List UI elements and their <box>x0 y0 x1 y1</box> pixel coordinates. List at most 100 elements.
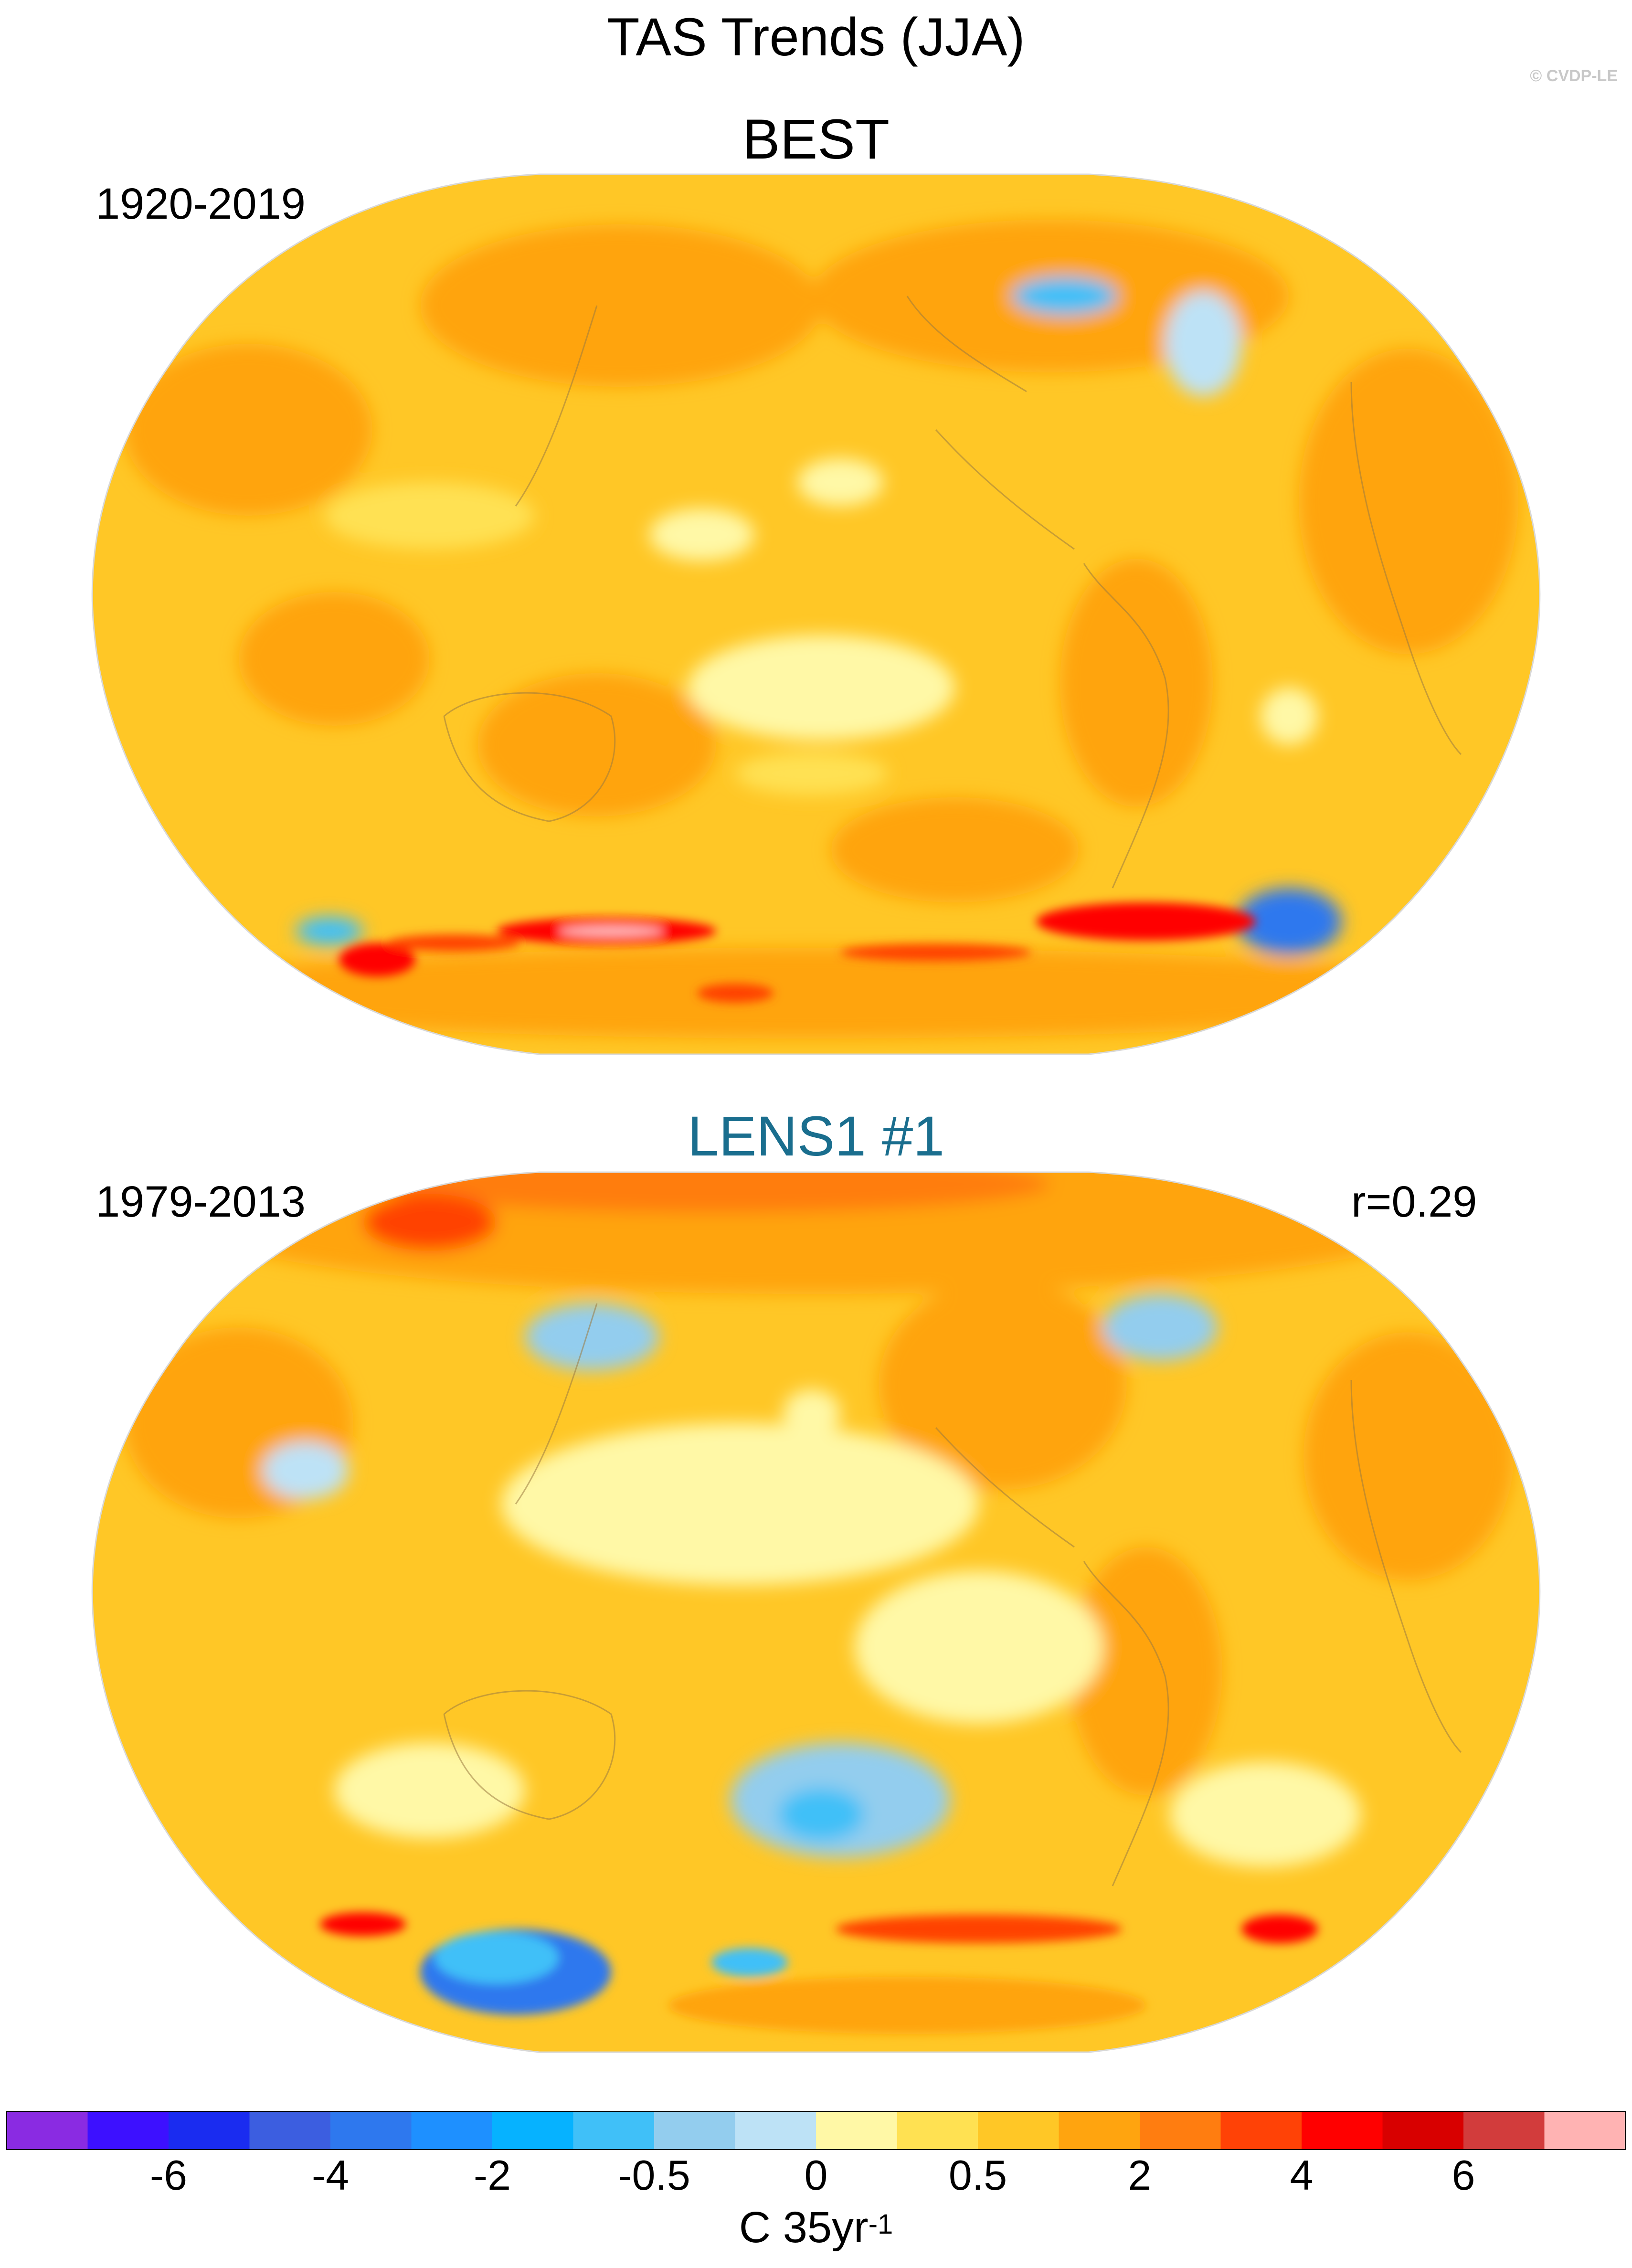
colorbar <box>6 2111 1626 2150</box>
colorbar-tick-label: 6 <box>1452 2151 1475 2199</box>
colorbar-unit: C 35yr-1 <box>0 2201 1632 2254</box>
colorbar-swatch <box>1382 2111 1464 2150</box>
field-patch <box>1036 902 1256 941</box>
field-patch <box>239 592 430 726</box>
map-lens <box>91 1171 1541 2053</box>
colorbar-tick-label: -2 <box>473 2151 511 2199</box>
field-patch <box>124 344 372 516</box>
field-patch <box>735 752 888 795</box>
field-patch <box>840 944 1031 961</box>
field-patch <box>831 797 1079 902</box>
colorbar-swatch <box>735 2111 816 2150</box>
coastline-central-america <box>935 429 1075 550</box>
field-patch <box>296 917 363 945</box>
colorbar-swatch <box>1220 2111 1302 2150</box>
field-patch <box>1103 1294 1218 1361</box>
field-patch <box>263 1442 349 1499</box>
field-patch <box>688 635 955 740</box>
field-patch <box>1170 1762 1361 1867</box>
map-lens-contours <box>124 1172 1514 1867</box>
coastline-east-asia <box>515 305 598 507</box>
coastline-south-america <box>1083 1561 1169 1886</box>
panel-title-lens: LENS1 #1 <box>688 1105 944 1168</box>
map-best-boundary <box>91 173 1541 1055</box>
field-patch <box>1165 291 1241 396</box>
field-patch <box>778 1788 864 1841</box>
panel-period-lens: 1979-2013 <box>95 1177 306 1226</box>
field-patch <box>1241 1915 1318 1943</box>
map-lens-southern-band <box>320 1912 1318 2034</box>
colorbar-swatch <box>1059 2111 1140 2150</box>
field-patch <box>1237 888 1342 955</box>
field-patch <box>711 1948 788 1977</box>
field-patch <box>1012 277 1117 315</box>
field-patch <box>559 925 664 937</box>
field-patch <box>1299 349 1518 654</box>
colorbar-swatch <box>897 2111 978 2150</box>
map-best <box>91 173 1541 1055</box>
field-patch <box>339 943 415 976</box>
colorbar-tick-label: 0.5 <box>948 2151 1007 2199</box>
figure-title: TAS Trends (JJA) <box>607 7 1025 67</box>
colorbar-swatch <box>87 2111 169 2150</box>
colorbar-tick-label: 4 <box>1290 2151 1314 2199</box>
colorbar-swatch <box>249 2111 331 2150</box>
field-patch <box>1261 688 1318 745</box>
field-patch <box>363 1194 497 1251</box>
colorbar-swatch <box>330 2111 412 2150</box>
field-patch <box>325 482 535 549</box>
colorbar-swatch <box>1544 2111 1626 2150</box>
field-patch <box>501 1423 979 1585</box>
colorbar-swatch <box>978 2111 1059 2150</box>
colorbar-swatch <box>411 2111 493 2150</box>
coastline-africa <box>1350 382 1462 755</box>
colorbar-frame <box>6 2111 1626 2150</box>
colorbar-tick-label: -4 <box>311 2151 350 2199</box>
field-patch <box>387 934 520 952</box>
credit-watermark: © CVDP-LE <box>1530 67 1618 85</box>
field-patch <box>697 984 774 1003</box>
field-patch <box>879 1280 1127 1490</box>
field-patch <box>1070 1547 1222 1795</box>
coastline-east-asia <box>515 1303 598 1505</box>
field-patch <box>434 1931 559 1984</box>
field-patch <box>649 509 754 561</box>
panel-title-best: BEST <box>742 108 890 171</box>
colorbar-swatch <box>1140 2111 1221 2150</box>
coastline-australia <box>443 1690 616 1820</box>
colorbar-swatch <box>654 2111 735 2150</box>
field-patch <box>320 1912 406 1936</box>
field-patch <box>783 1389 840 1437</box>
coastline-south-america <box>1083 563 1169 889</box>
field-patch <box>1060 559 1213 807</box>
field-patch <box>668 1977 1146 2034</box>
colorbar-swatch <box>1463 2111 1545 2150</box>
coastline-north-america <box>906 296 1027 392</box>
field-patch <box>525 1304 659 1370</box>
colorbar-tick-label: 0 <box>804 2151 828 2199</box>
field-patch <box>836 1915 1122 1943</box>
field-patch <box>143 948 1480 1039</box>
map-best-coastlines <box>443 296 1462 889</box>
colorbar-swatch <box>1302 2111 1383 2150</box>
colorbar-swatch <box>816 2111 897 2150</box>
coastline-central-america <box>935 1427 1075 1548</box>
field-patch <box>855 1571 1103 1724</box>
colorbar-swatch <box>7 2111 88 2150</box>
field-patch <box>1303 1332 1514 1580</box>
colorbar-unit-text: C 35yr <box>739 2203 869 2252</box>
colorbar-tick-label: -6 <box>149 2151 188 2199</box>
colorbar-swatch <box>492 2111 573 2150</box>
coastline-australia <box>443 692 616 822</box>
panel-period-best: 1920-2019 <box>95 180 306 228</box>
field-patch <box>797 458 883 506</box>
coastline-africa <box>1350 1379 1462 1753</box>
colorbar-unit-exponent: -1 <box>868 2209 893 2240</box>
map-lens-base-field <box>92 1172 1540 2052</box>
field-patch <box>382 1172 1050 1213</box>
panel-correlation-lens: r=0.29 <box>1351 1177 1477 1226</box>
field-patch <box>334 1743 525 1838</box>
map-best-southern-band <box>339 902 1256 1003</box>
colorbar-swatch <box>169 2111 250 2150</box>
